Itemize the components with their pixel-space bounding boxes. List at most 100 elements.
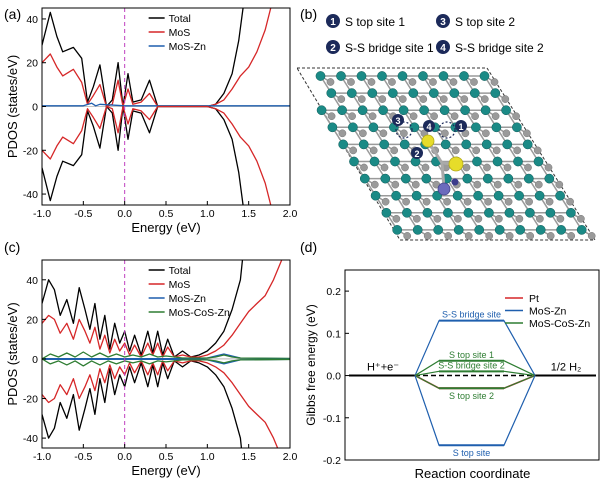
mo-atom [514, 190, 524, 201]
mo-atom [544, 173, 555, 184]
series-mos-spin-down- [42, 105, 272, 205]
legend-label: Total [169, 13, 191, 25]
mo-atom [419, 105, 429, 116]
mo-atom [327, 122, 338, 133]
x-tick-label: -0.5 [74, 208, 92, 220]
panel-label-a: (a) [4, 6, 21, 22]
legend-num-4: 4 [440, 43, 446, 54]
panel-d-chart: -0.2 -0.1 0.0 0.1 0.2 Reaction coordinate Gibb… [304, 269, 600, 481]
s-atom [536, 214, 544, 223]
y-tick-label: -20 [23, 394, 38, 406]
s-atom [480, 95, 489, 103]
s-atom [429, 78, 437, 86]
legend-item-site-2: 2 S-S bridge site 1 [326, 40, 434, 55]
y-tick-label: -40 [23, 433, 38, 445]
mo-atom [387, 88, 398, 98]
x-tick-label: 0.5 [159, 451, 174, 463]
s-atom [524, 163, 532, 172]
mo-atom [512, 122, 522, 133]
mo-atom [392, 225, 403, 235]
s-atom [464, 232, 473, 240]
series-mos [42, 8, 272, 108]
mo-atom [472, 156, 482, 167]
mo-atom [377, 71, 387, 81]
site-marker-2-bg [411, 147, 423, 159]
s-atom [357, 95, 366, 103]
mo-atom [449, 88, 460, 98]
legend-num-1: 1 [330, 17, 336, 28]
s-atom [492, 146, 501, 155]
mo-atom [438, 71, 449, 81]
x-tick-label: -1.0 [33, 208, 51, 220]
y-tick-label: -40 [23, 189, 38, 201]
mo-atom [474, 225, 485, 235]
mo-atom [356, 71, 367, 81]
mo-atom [545, 207, 556, 218]
s-atom [378, 95, 387, 103]
mo-atom [402, 207, 412, 218]
mo-atom [494, 225, 505, 235]
mo-atom [501, 105, 511, 116]
mo-atom [326, 88, 337, 98]
legend-label: Total [169, 265, 191, 277]
s-atom [338, 129, 347, 138]
co-atom [451, 178, 459, 186]
mo-atom [479, 71, 490, 81]
x-axis-label: Energy (eV) [131, 220, 200, 235]
legend-label: MoS-Zn [169, 41, 207, 53]
x-tick-label: 1.0 [200, 208, 215, 220]
s-atom [567, 232, 576, 240]
mo-atom [422, 207, 433, 218]
mo-atom [502, 139, 513, 150]
s-atom [482, 129, 490, 138]
series-mos [42, 260, 283, 358]
s-atom [380, 163, 389, 172]
site-marker-4-bg [423, 120, 435, 132]
mo-atom [482, 173, 493, 184]
legend-item-site-4: 4 S-S bridge site 2 [436, 40, 544, 55]
plot-area [42, 260, 290, 448]
series-total [42, 260, 244, 358]
s-atom [450, 112, 459, 121]
s-atom [367, 78, 376, 86]
s-atom [463, 197, 472, 206]
y-tick-label: -0.1 [323, 413, 341, 425]
mo-atom [399, 139, 410, 150]
mo-atom [358, 139, 369, 150]
s-atom [472, 146, 481, 155]
s-atom [369, 146, 378, 155]
s-atom [484, 197, 492, 206]
mo-atom [381, 207, 392, 218]
mo-atom [463, 207, 474, 218]
s-atom [544, 163, 553, 172]
s-atom [474, 214, 483, 223]
mo-atom [491, 122, 502, 133]
series-total-spin-down- [42, 105, 244, 205]
mo-atom [492, 156, 503, 167]
s-atom [501, 95, 510, 103]
s-atom [546, 232, 555, 240]
mo-atom [460, 105, 470, 116]
s-atom [495, 214, 503, 223]
s-atom [502, 129, 511, 138]
s-atom [439, 95, 448, 103]
mo-atom [368, 122, 379, 133]
s-atom [430, 112, 438, 121]
level-label: S top site [453, 448, 491, 458]
x-tick-label: 1.0 [200, 451, 215, 463]
s-atom [444, 232, 453, 240]
mo-atom [418, 71, 428, 81]
s-atom [359, 129, 367, 138]
mo-atom [348, 122, 358, 133]
s-atom [433, 214, 442, 223]
x-tick-label: 0.5 [159, 208, 174, 220]
s-atom [422, 197, 431, 206]
mo-atom [337, 105, 347, 116]
y-tick-label: -20 [23, 145, 38, 157]
energy-path-mos-cos-zn [414, 375, 536, 389]
s-atom [533, 146, 542, 155]
x-tick-label: -0.5 [74, 451, 92, 463]
site-marker-1-bg [455, 120, 467, 132]
mo-atom [421, 173, 432, 184]
mo-atom [346, 88, 357, 98]
